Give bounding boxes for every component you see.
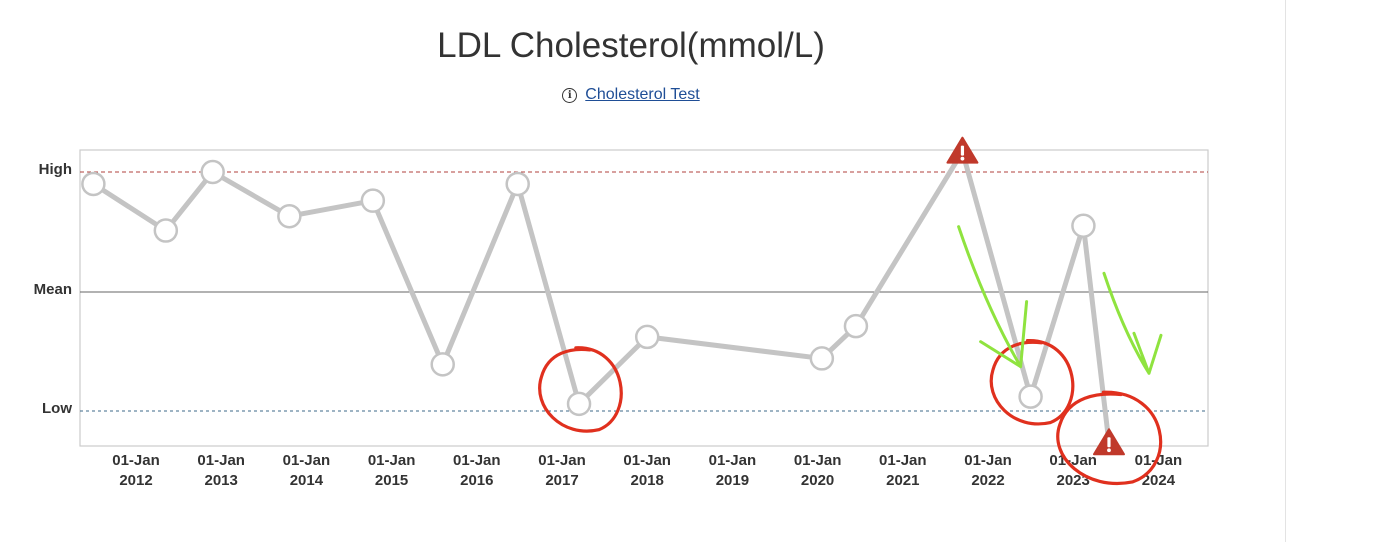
data-point[interactable] [843, 313, 869, 339]
x-tick-label: 01-Jan [794, 452, 842, 469]
x-tick-label: 01-Jan [709, 452, 757, 469]
x-tick-label: 01-Jan [453, 452, 501, 469]
red-circle-annotation [538, 346, 623, 433]
x-tick-year: 2019 [716, 472, 749, 489]
data-point[interactable] [505, 171, 530, 197]
y-label-low: Low [42, 400, 72, 417]
x-tick-year: 2014 [290, 472, 324, 489]
data-point[interactable] [1018, 384, 1043, 409]
y-label-mean: Mean [34, 281, 72, 298]
x-tick-year: 2021 [886, 472, 919, 489]
x-tick-year: 2016 [460, 472, 493, 489]
data-point[interactable] [360, 188, 386, 213]
x-tick-year: 2013 [205, 472, 238, 489]
x-tick-label: 01-Jan [1135, 452, 1183, 469]
chart-title: LDL Cholesterol(mmol/L) [437, 26, 825, 65]
x-tick-label: 01-Jan [368, 452, 416, 469]
x-tick-year: 2017 [545, 472, 578, 489]
x-tick-year: 2023 [1057, 472, 1090, 489]
red-circle-annotation [1056, 390, 1163, 485]
x-tick-year: 2020 [801, 472, 834, 489]
x-tick-label: 01-Jan [283, 452, 331, 469]
green-arrow-annotation [957, 225, 1029, 369]
data-point[interactable] [277, 203, 302, 229]
x-tick-year: 2024 [1142, 472, 1176, 489]
x-tick-label: 01-Jan [112, 452, 160, 469]
data-point[interactable] [809, 346, 835, 371]
plot-frame [79, 149, 1209, 447]
data-point[interactable] [200, 159, 225, 185]
x-tick-year: 2022 [971, 472, 1004, 489]
data-point[interactable] [566, 391, 592, 417]
data-point[interactable] [153, 218, 179, 243]
data-point[interactable] [1071, 213, 1096, 239]
alert-marker[interactable] [946, 136, 979, 164]
x-tick-label: 01-Jan [964, 452, 1012, 469]
page-side-panel [1285, 0, 1382, 542]
data-point[interactable] [634, 324, 660, 350]
x-tick-year: 2015 [375, 472, 408, 489]
x-tick-label: 01-Jan [538, 452, 586, 469]
alert-marker[interactable] [1092, 428, 1125, 456]
info-link: i Cholesterol Test [0, 86, 1262, 104]
data-point[interactable] [81, 171, 106, 197]
data-point[interactable] [430, 352, 455, 377]
green-arrow-annotation [1102, 271, 1163, 375]
info-circle-icon: i [562, 88, 578, 103]
x-tick-label: 01-Jan [879, 452, 927, 469]
x-tick-label: 01-Jan [623, 452, 671, 469]
cholesterol-test-link[interactable]: Cholesterol Test [585, 86, 700, 103]
x-tick-year: 2012 [119, 472, 152, 489]
x-tick-label: 01-Jan [1049, 452, 1097, 469]
x-tick-year: 2018 [631, 472, 664, 489]
ldl-series-line [90, 149, 1112, 446]
x-tick-label: 01-Jan [197, 452, 245, 469]
y-label-high: High [39, 161, 72, 178]
red-circle-annotation [989, 339, 1075, 426]
